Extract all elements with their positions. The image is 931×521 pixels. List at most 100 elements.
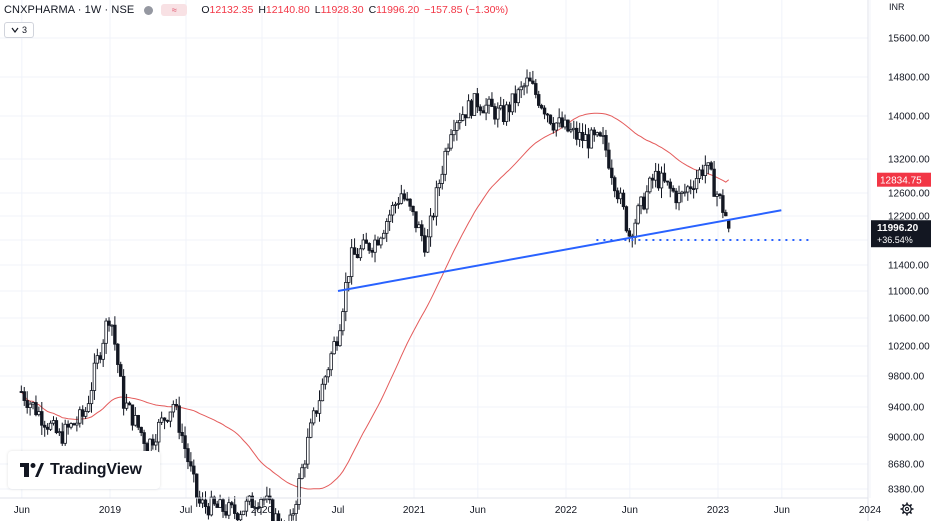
candle-body-up bbox=[349, 247, 354, 277]
indicators-toggle[interactable]: 3 bbox=[4, 22, 34, 38]
candle-body-down bbox=[221, 499, 225, 512]
candle bbox=[31, 401, 35, 410]
candle-body-up bbox=[57, 431, 62, 434]
candle-body-down bbox=[235, 513, 240, 521]
candle-body-down bbox=[233, 504, 237, 514]
candle bbox=[554, 122, 558, 137]
symbol-title[interactable]: CNXPHARMA · 1W · NSE bbox=[4, 4, 135, 16]
candle bbox=[542, 105, 547, 120]
tradingview-logo[interactable]: TradingView bbox=[8, 451, 160, 489]
candle-body-up bbox=[425, 236, 430, 253]
indicator-badge[interactable]: ≈ bbox=[161, 4, 188, 16]
candle-body-down bbox=[721, 195, 725, 213]
candle-body-up bbox=[48, 422, 53, 430]
ohlc-values: O12132.35 H12140.80 L11928.30 C11996.20 … bbox=[201, 4, 508, 16]
candle bbox=[192, 459, 196, 483]
candle-body-down bbox=[113, 324, 117, 345]
candle bbox=[247, 495, 252, 506]
candle-body-down bbox=[469, 100, 474, 116]
candle-body-down bbox=[314, 410, 319, 414]
change-value: −157.85 (−1.30%) bbox=[424, 4, 509, 16]
candle bbox=[197, 490, 202, 507]
candle bbox=[136, 414, 140, 431]
candle-body-up bbox=[291, 513, 295, 516]
candle-body-down bbox=[370, 250, 374, 253]
candle-body-down bbox=[689, 186, 693, 190]
candle bbox=[180, 423, 184, 443]
candle-body-up bbox=[309, 422, 313, 438]
trendline-group[interactable] bbox=[337, 209, 810, 292]
candle bbox=[171, 400, 176, 418]
candle bbox=[98, 352, 102, 364]
candle bbox=[694, 169, 699, 194]
candle-body-up bbox=[259, 498, 263, 508]
candle bbox=[268, 488, 272, 504]
candle-body-up bbox=[390, 205, 395, 216]
candle bbox=[54, 417, 59, 435]
candle bbox=[116, 342, 120, 374]
candle bbox=[294, 500, 298, 521]
candle bbox=[306, 428, 310, 469]
candle-body-down bbox=[548, 114, 553, 124]
candle bbox=[440, 165, 444, 190]
candle bbox=[390, 201, 395, 223]
candle-body-up bbox=[28, 403, 32, 408]
candle bbox=[86, 395, 91, 413]
candle-body-up bbox=[680, 191, 684, 194]
candle bbox=[256, 502, 260, 511]
candle-body-down bbox=[463, 114, 468, 119]
ascending-trendline bbox=[337, 209, 782, 292]
candle bbox=[288, 509, 292, 521]
grid bbox=[0, 0, 871, 498]
candle-body-up bbox=[51, 420, 56, 424]
candle bbox=[203, 491, 208, 514]
candle-body-up bbox=[595, 132, 599, 136]
candle-body-up bbox=[341, 311, 345, 332]
candle bbox=[107, 317, 111, 332]
candle bbox=[446, 143, 450, 156]
candle bbox=[119, 361, 123, 377]
candle-body-up bbox=[589, 129, 594, 149]
candle bbox=[510, 93, 515, 115]
candle-body-down bbox=[34, 402, 38, 416]
candle bbox=[72, 422, 76, 426]
time-axis[interactable]: Jun 2019 Jul 2020 Jul 2021 Jun 2022 Jun 2023 Jun 20… bbox=[0, 497, 882, 516]
candle bbox=[636, 203, 640, 225]
candle-body-down bbox=[528, 77, 532, 82]
candle bbox=[367, 242, 371, 254]
candle-body-down bbox=[534, 83, 538, 95]
candle bbox=[618, 187, 623, 205]
candle bbox=[291, 508, 295, 521]
candle bbox=[352, 238, 357, 255]
candle bbox=[639, 196, 643, 215]
candle bbox=[297, 473, 301, 510]
candle-body-down bbox=[615, 190, 620, 200]
candle-body-up bbox=[37, 411, 41, 416]
candle bbox=[408, 198, 412, 211]
legend-bar: CNXPHARMA · 1W · NSE ≈ O12132.35 H12140.… bbox=[4, 2, 508, 18]
settings-gear-icon[interactable] bbox=[900, 502, 914, 516]
price-axis[interactable]: 8380.00 8680.00 9000.00 9400.00 9800.00 10200… bbox=[867, 0, 930, 521]
candle bbox=[469, 98, 474, 119]
candle bbox=[671, 185, 675, 193]
candle bbox=[475, 87, 480, 113]
candle bbox=[566, 119, 570, 133]
candle-body-up bbox=[247, 495, 252, 502]
candle bbox=[168, 411, 173, 428]
candle bbox=[387, 209, 392, 231]
candle-body-up bbox=[522, 85, 526, 88]
candle-body-up bbox=[393, 203, 398, 206]
candle-body-down bbox=[566, 119, 570, 132]
candle bbox=[22, 386, 26, 406]
candle-body-up bbox=[525, 77, 529, 87]
currency-label[interactable]: INR bbox=[889, 2, 905, 12]
candle bbox=[586, 127, 591, 159]
candle-body-down bbox=[545, 113, 550, 116]
candle-body-up bbox=[347, 276, 351, 283]
candle bbox=[656, 163, 661, 191]
candle bbox=[323, 375, 328, 390]
candle-body-up bbox=[452, 130, 456, 136]
candle-body-up bbox=[326, 369, 330, 378]
candle bbox=[697, 167, 702, 184]
